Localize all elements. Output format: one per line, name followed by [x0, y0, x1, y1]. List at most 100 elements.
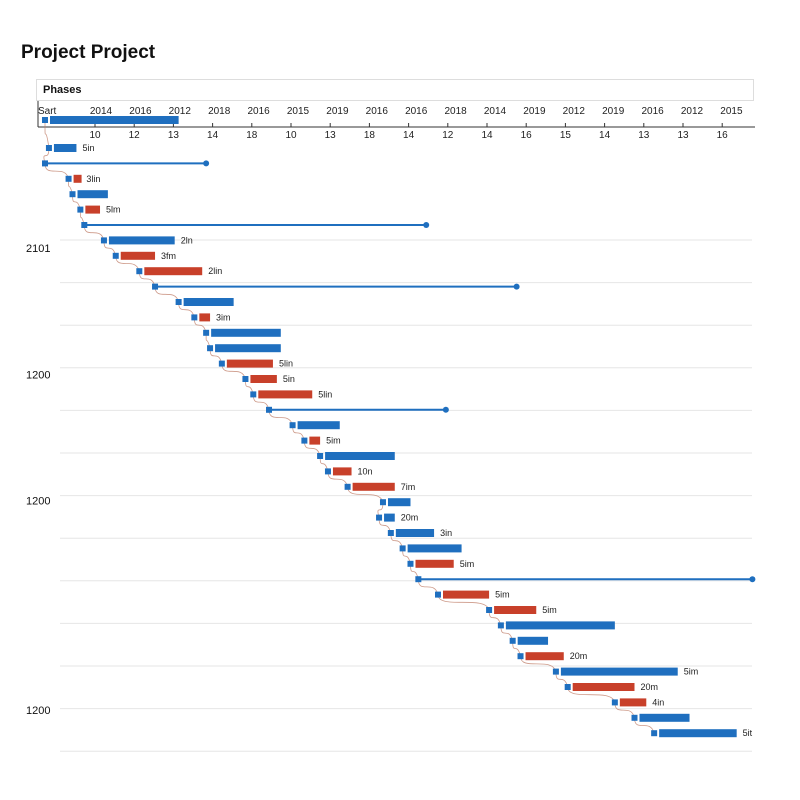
- task-marker: [100, 237, 107, 244]
- top-tick-label: 2015: [720, 106, 743, 117]
- task-bar: [443, 590, 490, 599]
- task-duration-label: 5im: [495, 590, 510, 600]
- task-duration-label: 3fm: [161, 251, 176, 261]
- dependency-connector: [437, 594, 490, 611]
- task-marker: [631, 714, 638, 721]
- task-marker: [564, 684, 571, 690]
- task-bar: [395, 529, 435, 537]
- task-bar: [108, 236, 175, 245]
- task-bar: [659, 729, 737, 738]
- task-bar: [215, 344, 281, 353]
- task-marker: [289, 422, 296, 429]
- task-marker: [651, 730, 658, 737]
- top-tick-label: 2019: [602, 106, 625, 117]
- dependency-connector: [520, 656, 557, 672]
- top-tick-label: 2012: [681, 106, 704, 117]
- task-duration-label: 7im: [401, 482, 416, 492]
- phases-label: Phases: [43, 84, 82, 96]
- task-duration-label: 5it: [743, 728, 753, 738]
- chart-title: Project Project: [21, 42, 156, 63]
- task-bar: [560, 667, 678, 676]
- task-duration-label: 5lm: [106, 205, 121, 215]
- bottom-tick-label: 14: [207, 130, 219, 141]
- dependency-connector: [347, 486, 384, 503]
- task-marker: [317, 453, 324, 459]
- bottom-tick-label: 16: [521, 130, 533, 141]
- bottom-tick-label: 13: [677, 130, 689, 141]
- dependency-connector: [268, 409, 293, 426]
- task-bar: [250, 375, 277, 383]
- task-bar: [226, 359, 273, 368]
- bottom-tick-label: 14: [403, 130, 415, 141]
- task-bar: [258, 390, 313, 399]
- milestone-dot: [423, 222, 430, 228]
- task-duration-label: 3lin: [86, 174, 100, 184]
- task-bar: [309, 436, 321, 445]
- milestone-dot: [513, 283, 520, 290]
- task-marker: [517, 653, 524, 660]
- task-bar: [77, 190, 108, 199]
- task-marker: [344, 483, 351, 490]
- task-marker: [203, 329, 210, 336]
- task-bar: [525, 652, 564, 661]
- task-marker: [112, 252, 119, 259]
- task-marker: [399, 545, 406, 552]
- task-duration-label: 5lin: [318, 389, 332, 399]
- task-duration-label: 20m: [641, 682, 659, 692]
- task-bar: [407, 544, 462, 553]
- phases-header: Phases: [36, 79, 754, 101]
- bottom-tick-label: 10: [89, 130, 101, 141]
- task-duration-label: 5lin: [279, 359, 293, 369]
- task-marker: [250, 391, 257, 398]
- dependency-connector: [44, 119, 50, 149]
- milestone-dot: [442, 406, 449, 413]
- top-tick-label: 2016: [247, 106, 270, 117]
- task-marker: [266, 406, 273, 413]
- task-marker: [486, 607, 493, 613]
- task-marker: [415, 576, 422, 583]
- task-marker: [611, 699, 618, 706]
- task-duration-label: 20m: [570, 651, 588, 661]
- task-duration-label: 5in: [283, 374, 295, 384]
- milestone-dot: [749, 576, 756, 583]
- task-bar: [120, 251, 156, 260]
- bottom-tick-label: 18: [364, 130, 376, 141]
- bottom-tick-label: 13: [638, 130, 650, 141]
- task-bar: [73, 174, 82, 183]
- task-marker: [509, 637, 516, 644]
- top-tick-label: 2018: [208, 106, 231, 117]
- top-tick-label: 2018: [444, 106, 467, 117]
- task-duration-label: 3in: [440, 528, 452, 538]
- task-marker: [65, 175, 72, 182]
- task-duration-label: 4in: [652, 697, 664, 707]
- task-marker: [552, 668, 559, 675]
- top-tick-label: 2019: [326, 106, 349, 117]
- task-bar: [352, 482, 395, 491]
- top-tick-label: 2014: [484, 106, 507, 117]
- bottom-tick-label: 14: [481, 130, 493, 141]
- top-tick-label: 2012: [563, 106, 586, 117]
- top-tick-label: 2015: [287, 106, 310, 117]
- task-bar: [183, 298, 234, 306]
- task-duration-label: 2ln: [181, 235, 193, 245]
- task-bar: [50, 116, 179, 124]
- task-duration-label: 5im: [684, 667, 699, 677]
- task-marker: [324, 468, 331, 475]
- task-marker: [207, 345, 214, 352]
- task-marker: [218, 360, 225, 367]
- task-bar: [639, 713, 690, 722]
- task-marker: [152, 283, 159, 290]
- bottom-tick-label: 12: [442, 130, 454, 141]
- top-tick-label: Sart: [38, 106, 57, 117]
- task-marker: [435, 591, 441, 598]
- task-bar: [297, 421, 340, 430]
- milestone-dot: [203, 160, 210, 167]
- task-duration-label: 5im: [460, 559, 475, 569]
- bottom-tick-label: 14: [599, 130, 611, 141]
- top-tick-label: 2014: [90, 106, 113, 117]
- task-duration-label: 3im: [216, 312, 231, 322]
- task-bar: [85, 205, 101, 214]
- task-bar: [325, 452, 395, 460]
- task-bar: [517, 636, 549, 645]
